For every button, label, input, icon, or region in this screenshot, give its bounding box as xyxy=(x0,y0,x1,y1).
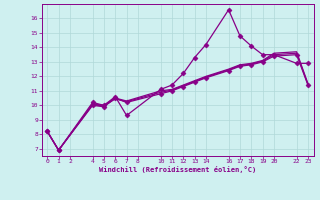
X-axis label: Windchill (Refroidissement éolien,°C): Windchill (Refroidissement éolien,°C) xyxy=(99,166,256,173)
